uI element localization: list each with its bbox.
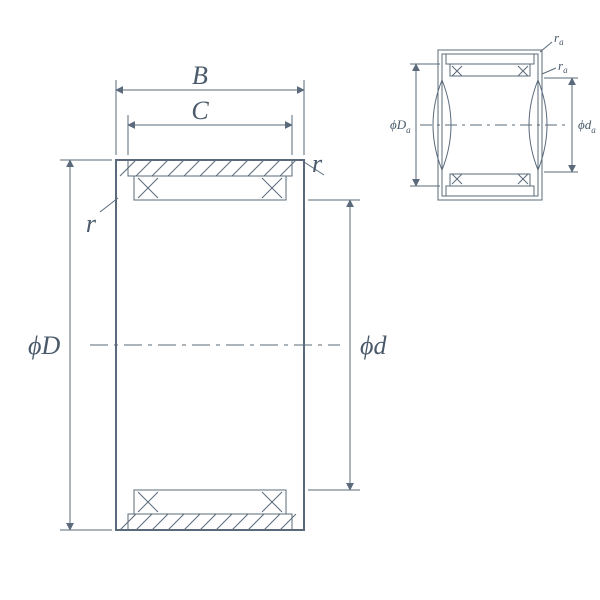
label-D: ϕD bbox=[28, 331, 60, 360]
main-figure: B C ϕD ϕd r r bbox=[28, 61, 387, 530]
dim-r-left: r bbox=[86, 198, 118, 238]
bottom-section bbox=[120, 490, 296, 530]
inset-r-side: ra bbox=[542, 58, 568, 75]
dim-r-right: r bbox=[304, 149, 324, 178]
svg-text:ra: ra bbox=[558, 58, 568, 75]
dim-C: C bbox=[128, 96, 292, 155]
label-d: ϕd bbox=[360, 331, 387, 360]
top-section bbox=[120, 160, 296, 200]
label-C: C bbox=[191, 96, 209, 125]
inset-label-da: ϕd bbox=[578, 117, 592, 132]
svg-text:ϕDa: ϕDa bbox=[390, 117, 411, 135]
svg-text:ϕda: ϕda bbox=[578, 117, 596, 135]
inset-label-Da: ϕD bbox=[390, 117, 407, 132]
svg-text:ra: ra bbox=[554, 30, 564, 47]
dim-B: B bbox=[116, 61, 304, 155]
label-r-left: r bbox=[86, 209, 97, 238]
label-B: B bbox=[192, 61, 208, 90]
inset-r-top: ra bbox=[540, 30, 564, 52]
label-r-right: r bbox=[312, 149, 323, 178]
bearing-diagram: B C ϕD ϕd r r bbox=[0, 0, 600, 600]
inset-figure: ϕDa ϕda ra ra bbox=[390, 30, 596, 200]
hatch-top bbox=[120, 160, 296, 176]
